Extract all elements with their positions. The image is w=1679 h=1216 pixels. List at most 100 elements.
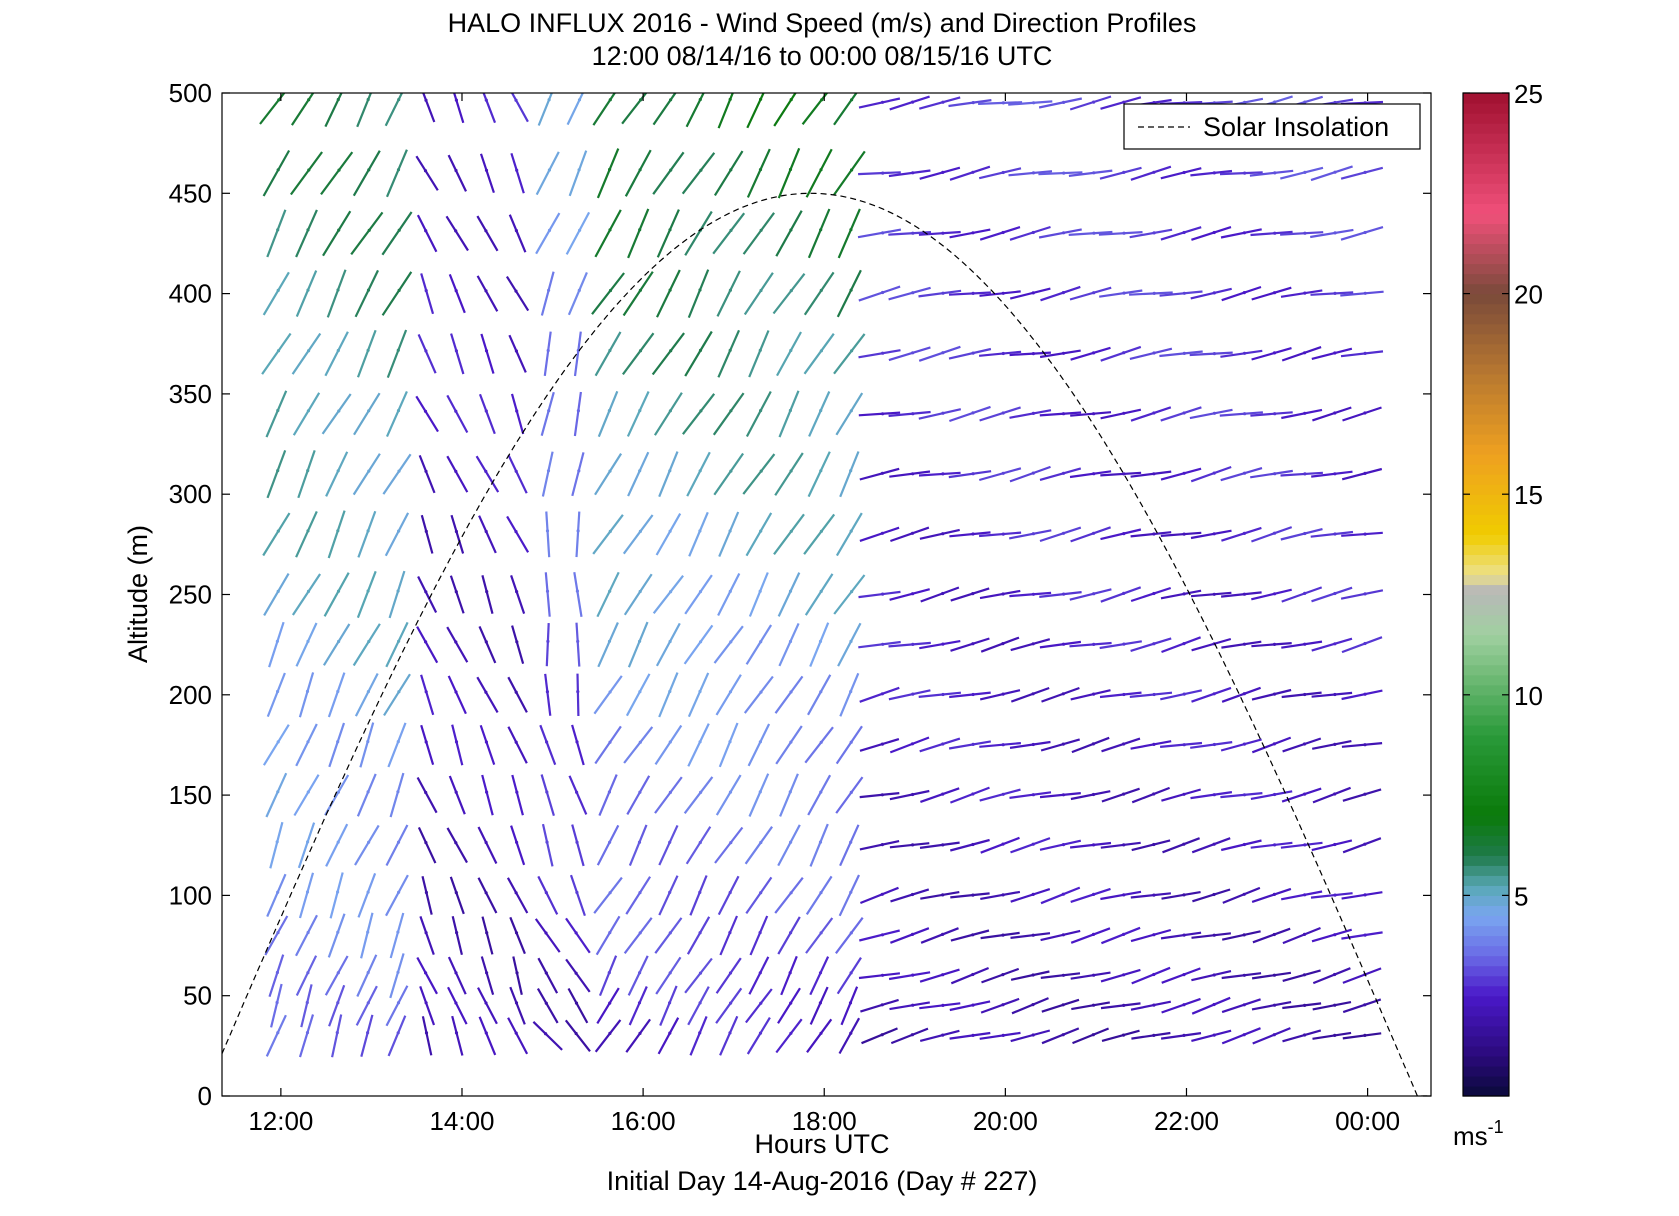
wind-barb-shaft: [657, 1017, 680, 1055]
wind-barb-dot: [484, 349, 489, 353]
wind-barb-dot: [366, 97, 370, 102]
wind-barb-shaft: [264, 915, 289, 956]
wind-barb: [1251, 887, 1292, 903]
wind-barb-dot: [576, 690, 580, 694]
wind-barb: [506, 877, 529, 914]
wind-barb-dot: [971, 532, 975, 536]
wind-barb-shaft: [889, 470, 931, 478]
wind-barb-shaft: [1129, 228, 1173, 239]
wind-barb: [541, 451, 554, 497]
wind-barb-dot: [848, 1001, 853, 1005]
wind-barb: [261, 332, 292, 375]
wind-barb-dot: [454, 891, 458, 895]
wind-barb-shaft: [537, 93, 553, 126]
wind-barb-dot: [1272, 932, 1276, 937]
wind-barb-dot: [1152, 692, 1156, 697]
colorbar-band: [1463, 434, 1509, 445]
wind-barb-dot: [454, 529, 458, 534]
wind-barb: [331, 1014, 343, 1058]
wind-barb: [357, 873, 377, 918]
wind-barb-dot: [941, 100, 945, 104]
wind-barb-dot: [484, 469, 488, 473]
wind-barb-shaft: [354, 672, 379, 717]
wind-barb: [1311, 740, 1352, 750]
wind-barb-dot: [454, 98, 458, 102]
wind-barb-shaft: [1100, 841, 1141, 849]
wind-barb: [717, 93, 734, 129]
wind-barb-shaft: [482, 93, 497, 124]
wind-barb-dot: [1272, 742, 1276, 746]
wind-barb-shaft: [447, 956, 467, 995]
wind-barb-shaft: [594, 1019, 622, 1053]
wind-barb-dot: [547, 288, 551, 292]
wind-barb-dot: [424, 841, 428, 845]
wind-barb: [1221, 526, 1262, 542]
wind-barb: [809, 956, 830, 996]
wind-barb: [1009, 225, 1051, 241]
wind-barb-dot: [1031, 973, 1035, 977]
wind-barb-shaft: [1280, 528, 1323, 541]
wind-barb: [1342, 837, 1382, 854]
wind-barb-shaft: [323, 572, 350, 617]
wind-barb-dot: [941, 351, 945, 355]
wind-barb-dot: [1333, 170, 1337, 174]
wind-barb: [540, 774, 555, 817]
wind-barb-dot: [1001, 933, 1005, 937]
wind-barb-dot: [910, 1033, 915, 1037]
wind-barb-shaft: [1220, 792, 1263, 799]
wind-barb-dot: [396, 1031, 400, 1035]
colorbar-band: [1463, 845, 1509, 856]
wind-barb: [949, 405, 991, 423]
wind-barb-shaft: [567, 271, 588, 316]
wind-barb-shaft: [268, 954, 285, 998]
wind-barb-shaft: [356, 570, 377, 619]
wind-barb-dot: [1092, 412, 1096, 416]
wind-barb: [1191, 1029, 1232, 1042]
wind-barb: [1040, 738, 1081, 752]
wind-barb: [888, 689, 931, 701]
colorbar-band: [1463, 313, 1509, 325]
wind-barb-shaft: [573, 331, 582, 377]
wind-barb-dot: [1092, 843, 1096, 847]
wind-barb: [597, 390, 619, 438]
wind-barb: [889, 736, 930, 754]
wind-barb-shaft: [575, 511, 581, 558]
wind-barb-shaft: [950, 929, 990, 942]
wind-barb-dot: [547, 98, 551, 102]
wind-barb-shaft: [1251, 526, 1293, 543]
wind-barb: [262, 724, 290, 766]
wind-barb-dot: [1303, 792, 1307, 796]
wind-barb: [1189, 408, 1233, 420]
wind-barb-dot: [1031, 592, 1035, 596]
colorbar-band: [1463, 113, 1509, 124]
colorbar-band: [1463, 403, 1509, 415]
wind-barb-shaft: [683, 776, 714, 814]
wind-barb-shaft: [1340, 166, 1384, 180]
wind-barb-dot: [788, 408, 793, 413]
wind-barb: [622, 332, 655, 376]
wind-barb-shaft: [1130, 1000, 1172, 1011]
wind-barb-dot: [1122, 642, 1126, 646]
wind-barb: [801, 93, 829, 125]
wind-barb: [540, 391, 555, 436]
wind-barb-shaft: [475, 455, 500, 493]
wind-barb-dot: [668, 740, 672, 744]
wind-barb-dot: [1152, 411, 1156, 415]
wind-barb-dot: [669, 349, 673, 353]
wind-barb: [1190, 741, 1233, 749]
wind-barb-shaft: [978, 101, 1023, 105]
wind-barb-shaft: [1282, 1002, 1322, 1010]
wind-barb: [836, 269, 862, 318]
colorbar-band: [1463, 133, 1509, 144]
wind-barb-shaft: [1101, 787, 1140, 803]
wind-barb: [1071, 1001, 1110, 1011]
wind-barb: [1069, 95, 1112, 111]
wind-barb-shaft: [748, 572, 769, 617]
wind-barb-shaft: [1041, 686, 1080, 703]
wind-barb-shaft: [1130, 928, 1172, 943]
wind-barb-dot: [1363, 291, 1367, 295]
wind-barb-dot: [1212, 171, 1216, 175]
wind-barb: [772, 273, 806, 315]
wind-barb-dot: [515, 790, 519, 794]
wind-barb: [295, 270, 318, 318]
